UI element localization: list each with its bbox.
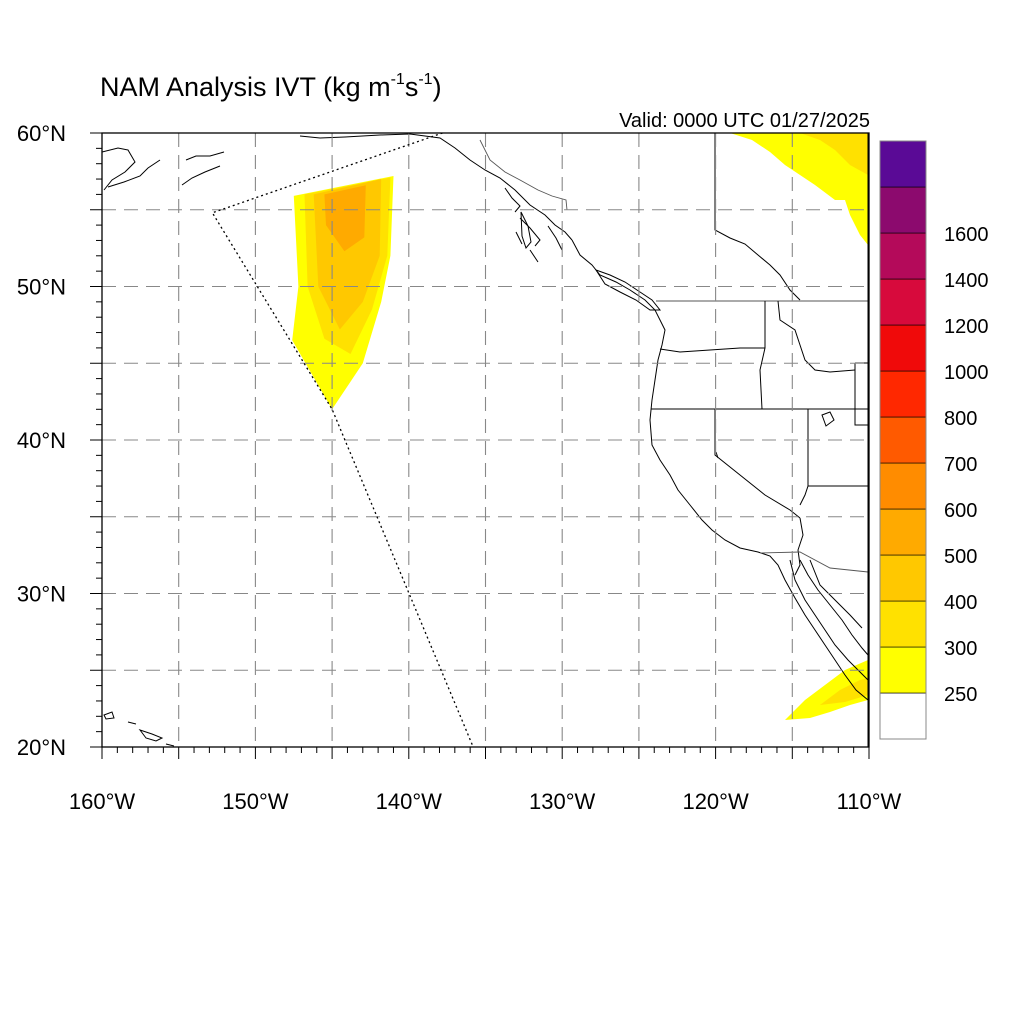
colorbar-frame [879, 140, 927, 740]
sonora-sinaloa [809, 559, 863, 629]
x-tick-label: 140°W [376, 789, 443, 814]
colorbar-swatch [879, 692, 927, 740]
coastlines [102, 133, 869, 747]
nevada-east-border [799, 409, 809, 506]
ivt-ne-corner-core [800, 133, 868, 175]
lake-tahoe [715, 451, 719, 459]
x-tick-label: 160°W [69, 789, 136, 814]
colorbar-swatch [879, 140, 927, 188]
colorbar: 250 300 400 500 600 700 800 1000 1200 1400 1600 [879, 140, 989, 740]
idaho-west-border [759, 301, 766, 410]
colorbar-label: 700 [944, 454, 977, 476]
y-tick-label: 60°N [17, 121, 66, 146]
y-tick-label: 40°N [17, 428, 66, 453]
california-nevada-border [714, 409, 801, 519]
alaska-canada-border [479, 139, 568, 211]
nam-domain-edge [211, 133, 474, 747]
x-tick-label: 150°W [222, 789, 289, 814]
gulf-of-california-coast [789, 559, 869, 681]
colorbar-label: 1400 [944, 270, 989, 292]
canadian-interior-boundary [714, 133, 801, 301]
colorbar-swatch [879, 462, 927, 510]
y-tick-label: 30°N [17, 582, 66, 607]
hawaii-islands [103, 711, 175, 747]
ivt-plume-level-3 [324, 185, 366, 252]
washington-oregon-border [659, 347, 765, 353]
alaska-coastline [102, 133, 573, 241]
alaska-panhandle-islands [504, 187, 563, 263]
ivt-gulf-california-core [820, 678, 868, 705]
colorbar-swatch [879, 186, 927, 234]
colorbar-swatch [879, 232, 927, 280]
ivt-gulf-california-field [785, 660, 868, 720]
colorbar-swatch [879, 554, 927, 602]
valid-time-label: Valid: 0000 UTC 01/27/2025 [619, 110, 870, 132]
gridlines [102, 133, 869, 747]
colorbar-label: 500 [944, 546, 977, 568]
colorbar-swatch [879, 508, 927, 556]
x-tick-label: 120°W [682, 789, 749, 814]
figure-title: NAM Analysis IVT (kg m-1s-1) [100, 71, 442, 102]
colorbar-label: 800 [944, 408, 977, 430]
y-tick-label: 20°N [17, 735, 66, 760]
us-mexico-border [759, 551, 869, 573]
colorbar-swatch [879, 646, 927, 694]
colorbar-label: 250 [944, 684, 977, 706]
colorbar-label: 1200 [944, 316, 989, 338]
colorbar-swatch [879, 324, 927, 372]
colorbar-label: 400 [944, 592, 977, 614]
colorado-river-border [794, 517, 804, 576]
colorbar-swatch [879, 416, 927, 464]
x-tick-label: 130°W [529, 789, 596, 814]
ivt-ne-corner-field [730, 133, 868, 245]
domain-edge-line [211, 133, 474, 747]
colorbar-label: 1600 [944, 224, 989, 246]
y-tick-label: 50°N [17, 275, 66, 300]
pacific-coastline [571, 239, 869, 701]
idaho-east-border [777, 300, 856, 373]
colorbar-swatch [879, 370, 927, 418]
colorbar-label: 300 [944, 638, 977, 660]
axis-labels: 160°W 150°W 140°W 130°W 120°W 110°W 60°N 50°N 40… [17, 121, 902, 814]
colorbar-swatch [879, 278, 927, 326]
vancouver-island [594, 269, 662, 311]
x-tick-label: 110°W [837, 789, 902, 814]
colorbar-swatch [879, 600, 927, 648]
axis-ticks [90, 132, 870, 759]
haida-gwaii [520, 211, 532, 250]
ivt-shading [292, 133, 868, 720]
great-salt-lake [821, 411, 835, 427]
wyoming-west-border [854, 363, 868, 426]
colorbar-label: 1000 [944, 362, 989, 384]
colorbar-label: 600 [944, 500, 977, 522]
